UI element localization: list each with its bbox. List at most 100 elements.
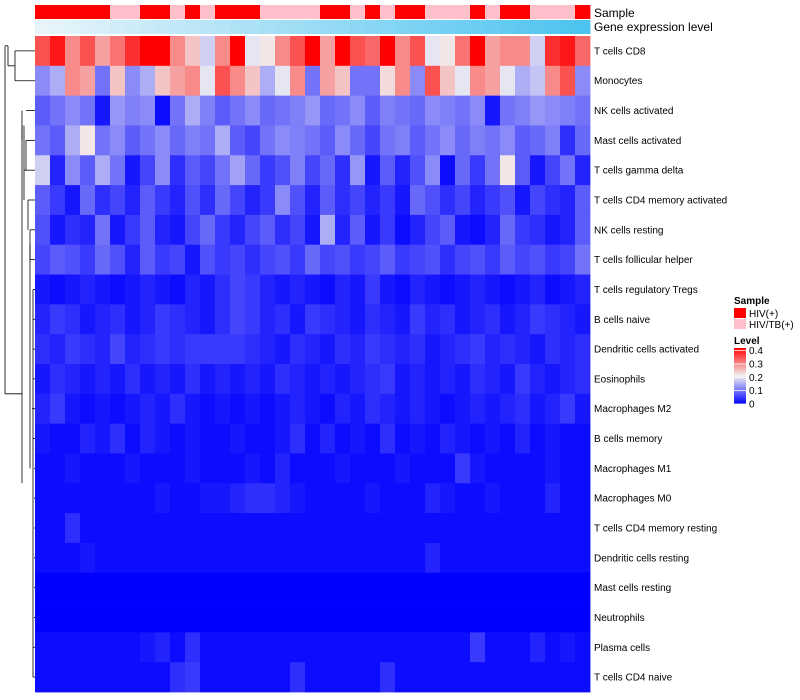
heatmap-cell	[50, 364, 66, 395]
heatmap-cell	[530, 36, 546, 67]
heatmap-cell	[560, 125, 576, 156]
sample-annotation-cell	[35, 5, 51, 19]
row-dendrogram	[4, 45, 35, 678]
heatmap-cell	[65, 244, 81, 275]
heatmap-cell	[530, 185, 546, 216]
heatmap-cell	[410, 304, 426, 335]
heatmap-cell	[365, 423, 381, 454]
heatmap-cell	[230, 542, 246, 574]
heatmap-cell	[230, 423, 246, 454]
heatmap-cell	[50, 483, 66, 514]
heatmap-cell	[425, 274, 441, 305]
heatmap-cell	[320, 602, 336, 633]
heatmap-cell	[545, 244, 561, 275]
heatmap-cell	[50, 662, 66, 693]
heatmap-cell	[110, 632, 126, 663]
heatmap-cell	[575, 185, 591, 216]
heatmap-cell	[215, 632, 231, 663]
heatmap-cell	[560, 602, 576, 633]
heatmap-cell	[35, 602, 51, 633]
heatmap-cell	[440, 632, 456, 663]
heatmap-cell	[230, 513, 246, 544]
expression-annotation-cell	[50, 20, 66, 34]
heatmap-cell	[425, 65, 441, 97]
heatmap-cell	[530, 483, 546, 514]
sample-annotation-cell	[95, 5, 111, 19]
heatmap-cell	[530, 542, 546, 574]
sample-annotation-cell	[170, 5, 186, 19]
heatmap-cell	[65, 483, 81, 514]
heatmap-cell	[95, 244, 111, 275]
expression-annotation-cell	[380, 20, 396, 34]
heatmap-cell	[425, 304, 441, 335]
heatmap-cell	[350, 185, 366, 216]
heatmap-cell	[485, 36, 501, 67]
heatmap-cell	[320, 572, 336, 603]
heatmap-cell	[350, 65, 366, 97]
expression-annotation-cell	[65, 20, 81, 34]
row-label: B cells naive	[594, 315, 651, 326]
heatmap-cell	[125, 214, 141, 246]
heatmap-cell	[500, 65, 516, 97]
row-label: Macrophages M0	[594, 494, 672, 505]
heatmap-cell	[125, 95, 141, 126]
heatmap-cell	[320, 214, 336, 246]
heatmap-cell	[545, 513, 561, 544]
heatmap-cell	[260, 602, 276, 633]
heatmap-cell	[395, 572, 411, 603]
heatmap-cell	[245, 185, 261, 216]
heatmap-cell	[530, 274, 546, 305]
heatmap-cell	[185, 513, 201, 544]
heatmap-cell	[185, 632, 201, 663]
heatmap-cell	[395, 185, 411, 216]
heatmap-cell	[290, 423, 306, 454]
heatmap-cell	[305, 364, 321, 395]
heatmap-cell	[560, 36, 576, 67]
heatmap-cell	[50, 513, 66, 544]
heatmap-cell	[335, 244, 351, 275]
heatmap-cell	[515, 334, 531, 365]
legend-label-hivtb: HIV/TB(+)	[749, 320, 794, 331]
row-label: T cells regulatory Tregs	[594, 285, 698, 296]
heatmap-cell	[230, 572, 246, 603]
heatmap-cell	[50, 632, 66, 663]
heatmap-cell	[515, 572, 531, 603]
heatmap-cell	[65, 125, 81, 156]
heatmap-cell	[395, 214, 411, 246]
heatmap-cell	[575, 423, 591, 454]
heatmap-cell	[470, 483, 486, 514]
heatmap-cell	[515, 423, 531, 454]
heatmap-cell	[65, 95, 81, 126]
heatmap-cell	[545, 393, 561, 425]
heatmap-cell	[440, 423, 456, 454]
heatmap-cell	[35, 364, 51, 395]
heatmap-cell	[80, 453, 96, 484]
heatmap-cell	[350, 95, 366, 126]
heatmap-cell	[95, 185, 111, 216]
heatmap-cell	[320, 513, 336, 544]
heatmap-cell	[575, 602, 591, 633]
heatmap-cell	[500, 572, 516, 603]
heatmap-cell	[305, 214, 321, 246]
heatmap-cell	[500, 304, 516, 335]
heatmap-cell	[395, 662, 411, 693]
heatmap-cell	[170, 423, 186, 454]
heatmap-cell	[500, 602, 516, 633]
heatmap-cell	[125, 483, 141, 514]
heatmap-cell	[365, 36, 381, 67]
heatmap-cell	[290, 572, 306, 603]
heatmap-cell	[545, 364, 561, 395]
heatmap-cell	[50, 36, 66, 67]
heatmap-cell	[140, 274, 156, 305]
expression-annotation-cell	[260, 20, 276, 34]
heatmap-cell	[500, 364, 516, 395]
heatmap-cell	[335, 125, 351, 156]
heatmap-cell	[185, 423, 201, 454]
heatmap-cell	[275, 602, 291, 633]
expression-annotation-cell	[80, 20, 96, 34]
heatmap-cell	[395, 423, 411, 454]
heatmap-cell	[515, 304, 531, 335]
heatmap-cell	[155, 364, 171, 395]
heatmap-cell	[140, 244, 156, 275]
heatmap-cell	[110, 36, 126, 67]
